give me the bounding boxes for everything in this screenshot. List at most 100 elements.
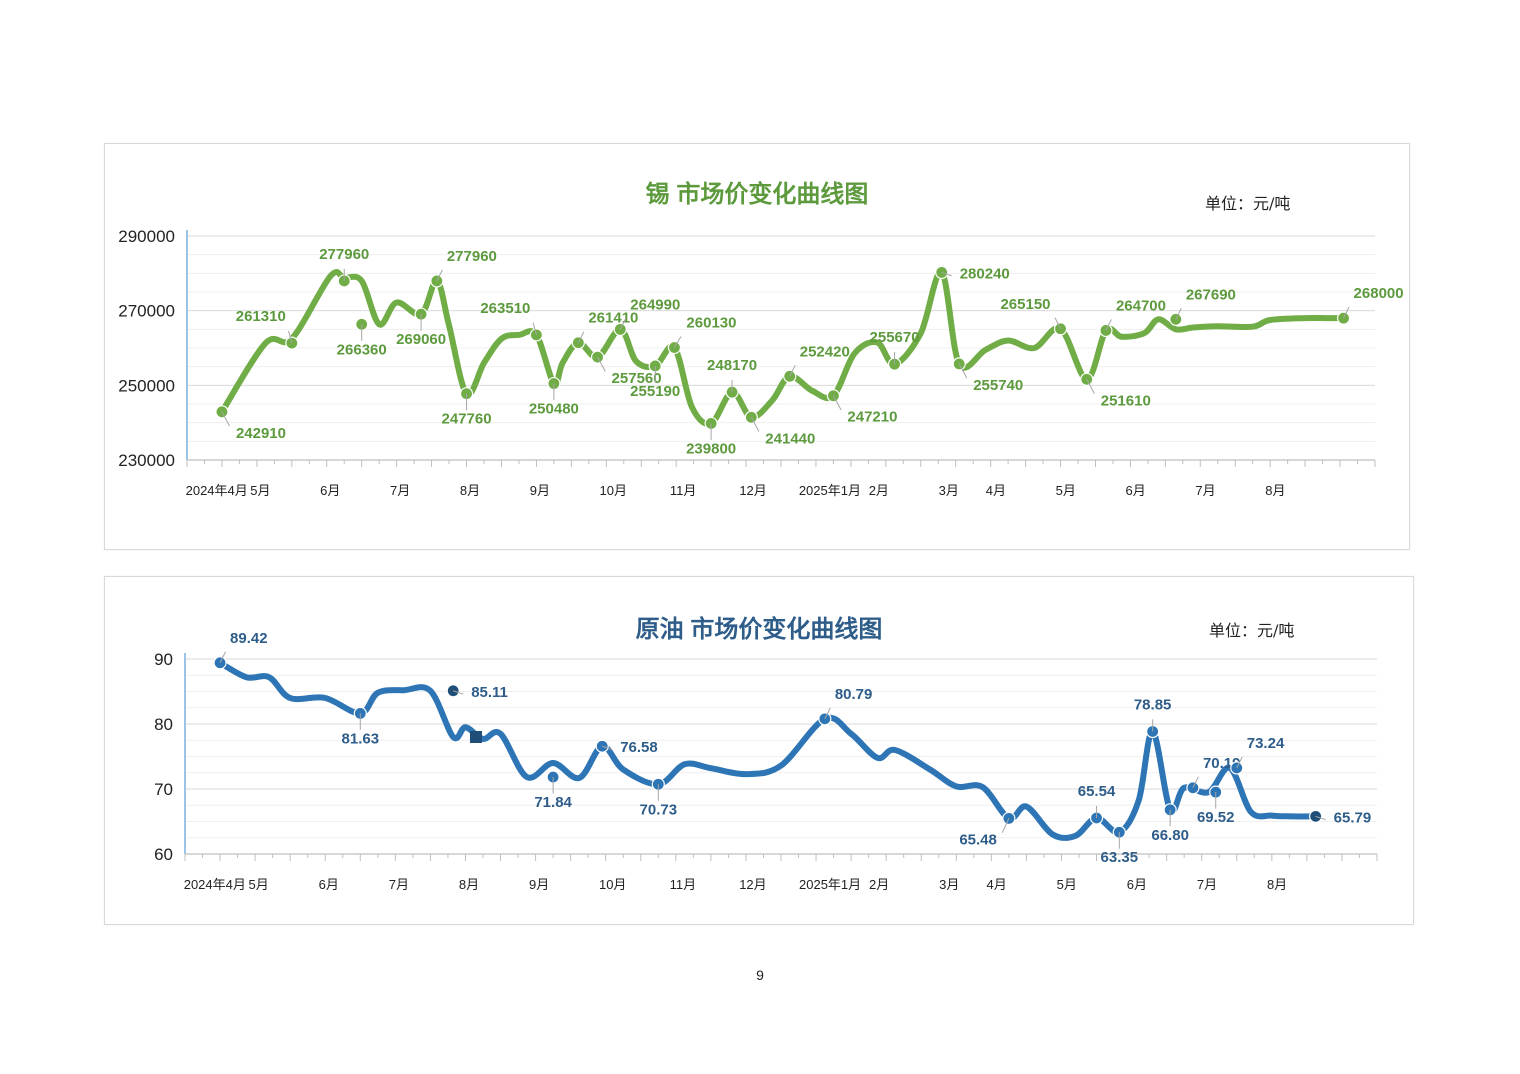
tin-data-label: 280240 — [960, 265, 1010, 282]
tin-unit-label: 单位：元/吨 — [1205, 194, 1291, 213]
oil-data-label: 65.54 — [1078, 783, 1116, 800]
oil-x-tick-label: 8月 — [459, 877, 479, 892]
tin-x-tick-label: 2025年1月 — [799, 483, 861, 498]
tin-x-tick-label: 2024年4月 — [186, 483, 248, 498]
tin-x-tick-label: 8月 — [460, 483, 480, 498]
oil-leader-line — [453, 690, 464, 695]
oil-leader-line — [1236, 756, 1243, 769]
oil-x-tick-label: 3月 — [939, 877, 959, 892]
oil-leader-line — [1192, 776, 1199, 788]
tin-leader-line — [619, 318, 627, 330]
tin-leader-line — [1086, 379, 1095, 394]
oil-data-label: 65.48 — [959, 831, 997, 848]
tin-leader-line — [221, 411, 231, 427]
oil-data-label: 66.80 — [1151, 827, 1189, 844]
tin-x-tick-label: 8月 — [1265, 483, 1285, 498]
oil-y-tick-label: 80 — [154, 715, 173, 734]
tin-leader-line — [288, 330, 293, 344]
oil-x-tick-label: 8月 — [1267, 877, 1287, 892]
tin-data-label: 255740 — [973, 377, 1023, 394]
tin-leader-line — [532, 322, 537, 336]
oil-leader-line — [602, 745, 613, 751]
oil-data-label: 89.42 — [230, 630, 268, 647]
tin-data-label: 264700 — [1116, 297, 1166, 314]
oil-series-line — [217, 659, 1319, 842]
oil-leader-line — [1001, 818, 1010, 833]
tin-leader-line — [832, 395, 842, 411]
tin-x-tick-label: 2月 — [869, 483, 889, 498]
page-number: 9 — [756, 967, 764, 983]
tin-data-point — [590, 350, 605, 364]
oil-data-point — [595, 739, 609, 753]
tin-data-label: 266360 — [337, 341, 387, 358]
tin-data-label: 261410 — [588, 310, 638, 327]
tin-x-tick-label: 10月 — [600, 483, 627, 498]
oil-data-label: 69.52 — [1197, 809, 1235, 826]
tin-x-tick-label: 4月 — [986, 483, 1006, 498]
oil-data-point-square — [469, 731, 482, 743]
tin-x-tick-label: 6月 — [320, 483, 340, 498]
tin-y-tick-label: 250000 — [118, 376, 175, 395]
oil-y-tick-label: 90 — [154, 650, 173, 669]
tin-data-label: 260130 — [686, 315, 736, 332]
tin-data-label: 263510 — [480, 300, 530, 317]
tin-leader-line — [1105, 319, 1112, 331]
tin-data-label: 239800 — [686, 440, 736, 457]
tin-data-label: 250480 — [529, 401, 579, 418]
oil-data-label: 85.11 — [471, 684, 508, 701]
tin-x-tick-label: 11月 — [670, 483, 697, 498]
oil-data-label: 65.79 — [1334, 809, 1372, 826]
tin-data-label: 257560 — [612, 370, 662, 387]
oil-data-label: 76.58 — [620, 739, 658, 756]
tin-x-tick-label: 7月 — [1195, 483, 1215, 498]
tin-y-tick-label: 230000 — [118, 451, 175, 470]
tin-data-label: 247210 — [847, 409, 897, 426]
tin-x-tick-label: 7月 — [390, 483, 410, 498]
oil-data-point — [213, 656, 227, 670]
tin-leader-line — [577, 331, 585, 343]
tin-data-label: 252420 — [800, 343, 850, 360]
tin-data-label: 255670 — [870, 329, 920, 346]
oil-x-tick-label: 4月 — [986, 877, 1006, 892]
oil-x-tick-label: 11月 — [670, 877, 697, 892]
oil-x-tick-label: 12月 — [739, 877, 766, 892]
tin-leader-line — [1175, 308, 1182, 320]
tin-chart-panel: 锡 市场价变化曲线图 单位：元/吨 230000 250000 270000 2900… — [104, 143, 1410, 550]
oil-unit-label: 单位：元/吨 — [1209, 621, 1295, 640]
tin-x-tick-label: 5月 — [1056, 483, 1076, 498]
tin-y-tick-label: 270000 — [118, 302, 175, 321]
oil-data-label: 78.85 — [1134, 696, 1172, 713]
tin-leader-line — [436, 269, 443, 282]
tin-leader-line — [1343, 306, 1350, 319]
oil-chart-panel: 原油 市场价变化曲线图 单位：元/吨 60 70 80 90 2024年4月 5月 6月 7月… — [104, 576, 1414, 925]
tin-data-point — [935, 265, 949, 280]
tin-data-label: 247760 — [441, 411, 491, 428]
tin-data-label: 277960 — [319, 246, 369, 263]
tin-leader-line — [597, 356, 606, 372]
oil-data-point — [1309, 809, 1323, 823]
oil-x-tick-label: 9月 — [529, 877, 549, 892]
tin-chart-title: 锡 市场价变化曲线图 — [645, 181, 869, 208]
tin-leader-line — [1054, 317, 1061, 329]
tin-data-point — [1099, 323, 1113, 338]
oil-data-label: 73.24 — [1247, 735, 1285, 752]
oil-y-tick-label: 70 — [154, 780, 173, 799]
oil-data-label: 71.84 — [534, 794, 572, 811]
tin-x-tick-label: 3月 — [939, 483, 959, 498]
oil-y-tick-label: 60 — [154, 845, 173, 864]
oil-data-label: 70.73 — [640, 801, 678, 818]
oil-leader-line — [824, 707, 831, 720]
tin-leader-line — [941, 271, 952, 277]
tin-leader-line — [789, 365, 796, 377]
oil-x-tick-label: 7月 — [1197, 877, 1217, 892]
tin-leader-line — [958, 363, 968, 379]
oil-x-tick-label: 5月 — [249, 877, 269, 892]
oil-x-tick-label: 2025年1月 — [799, 877, 861, 892]
tin-data-label: 242910 — [236, 425, 286, 442]
tin-x-tick-label: 9月 — [530, 483, 550, 498]
oil-x-tick-label: 6月 — [1127, 877, 1147, 892]
oil-data-label: 81.63 — [342, 730, 380, 747]
oil-x-tick-label: 7月 — [389, 877, 409, 892]
